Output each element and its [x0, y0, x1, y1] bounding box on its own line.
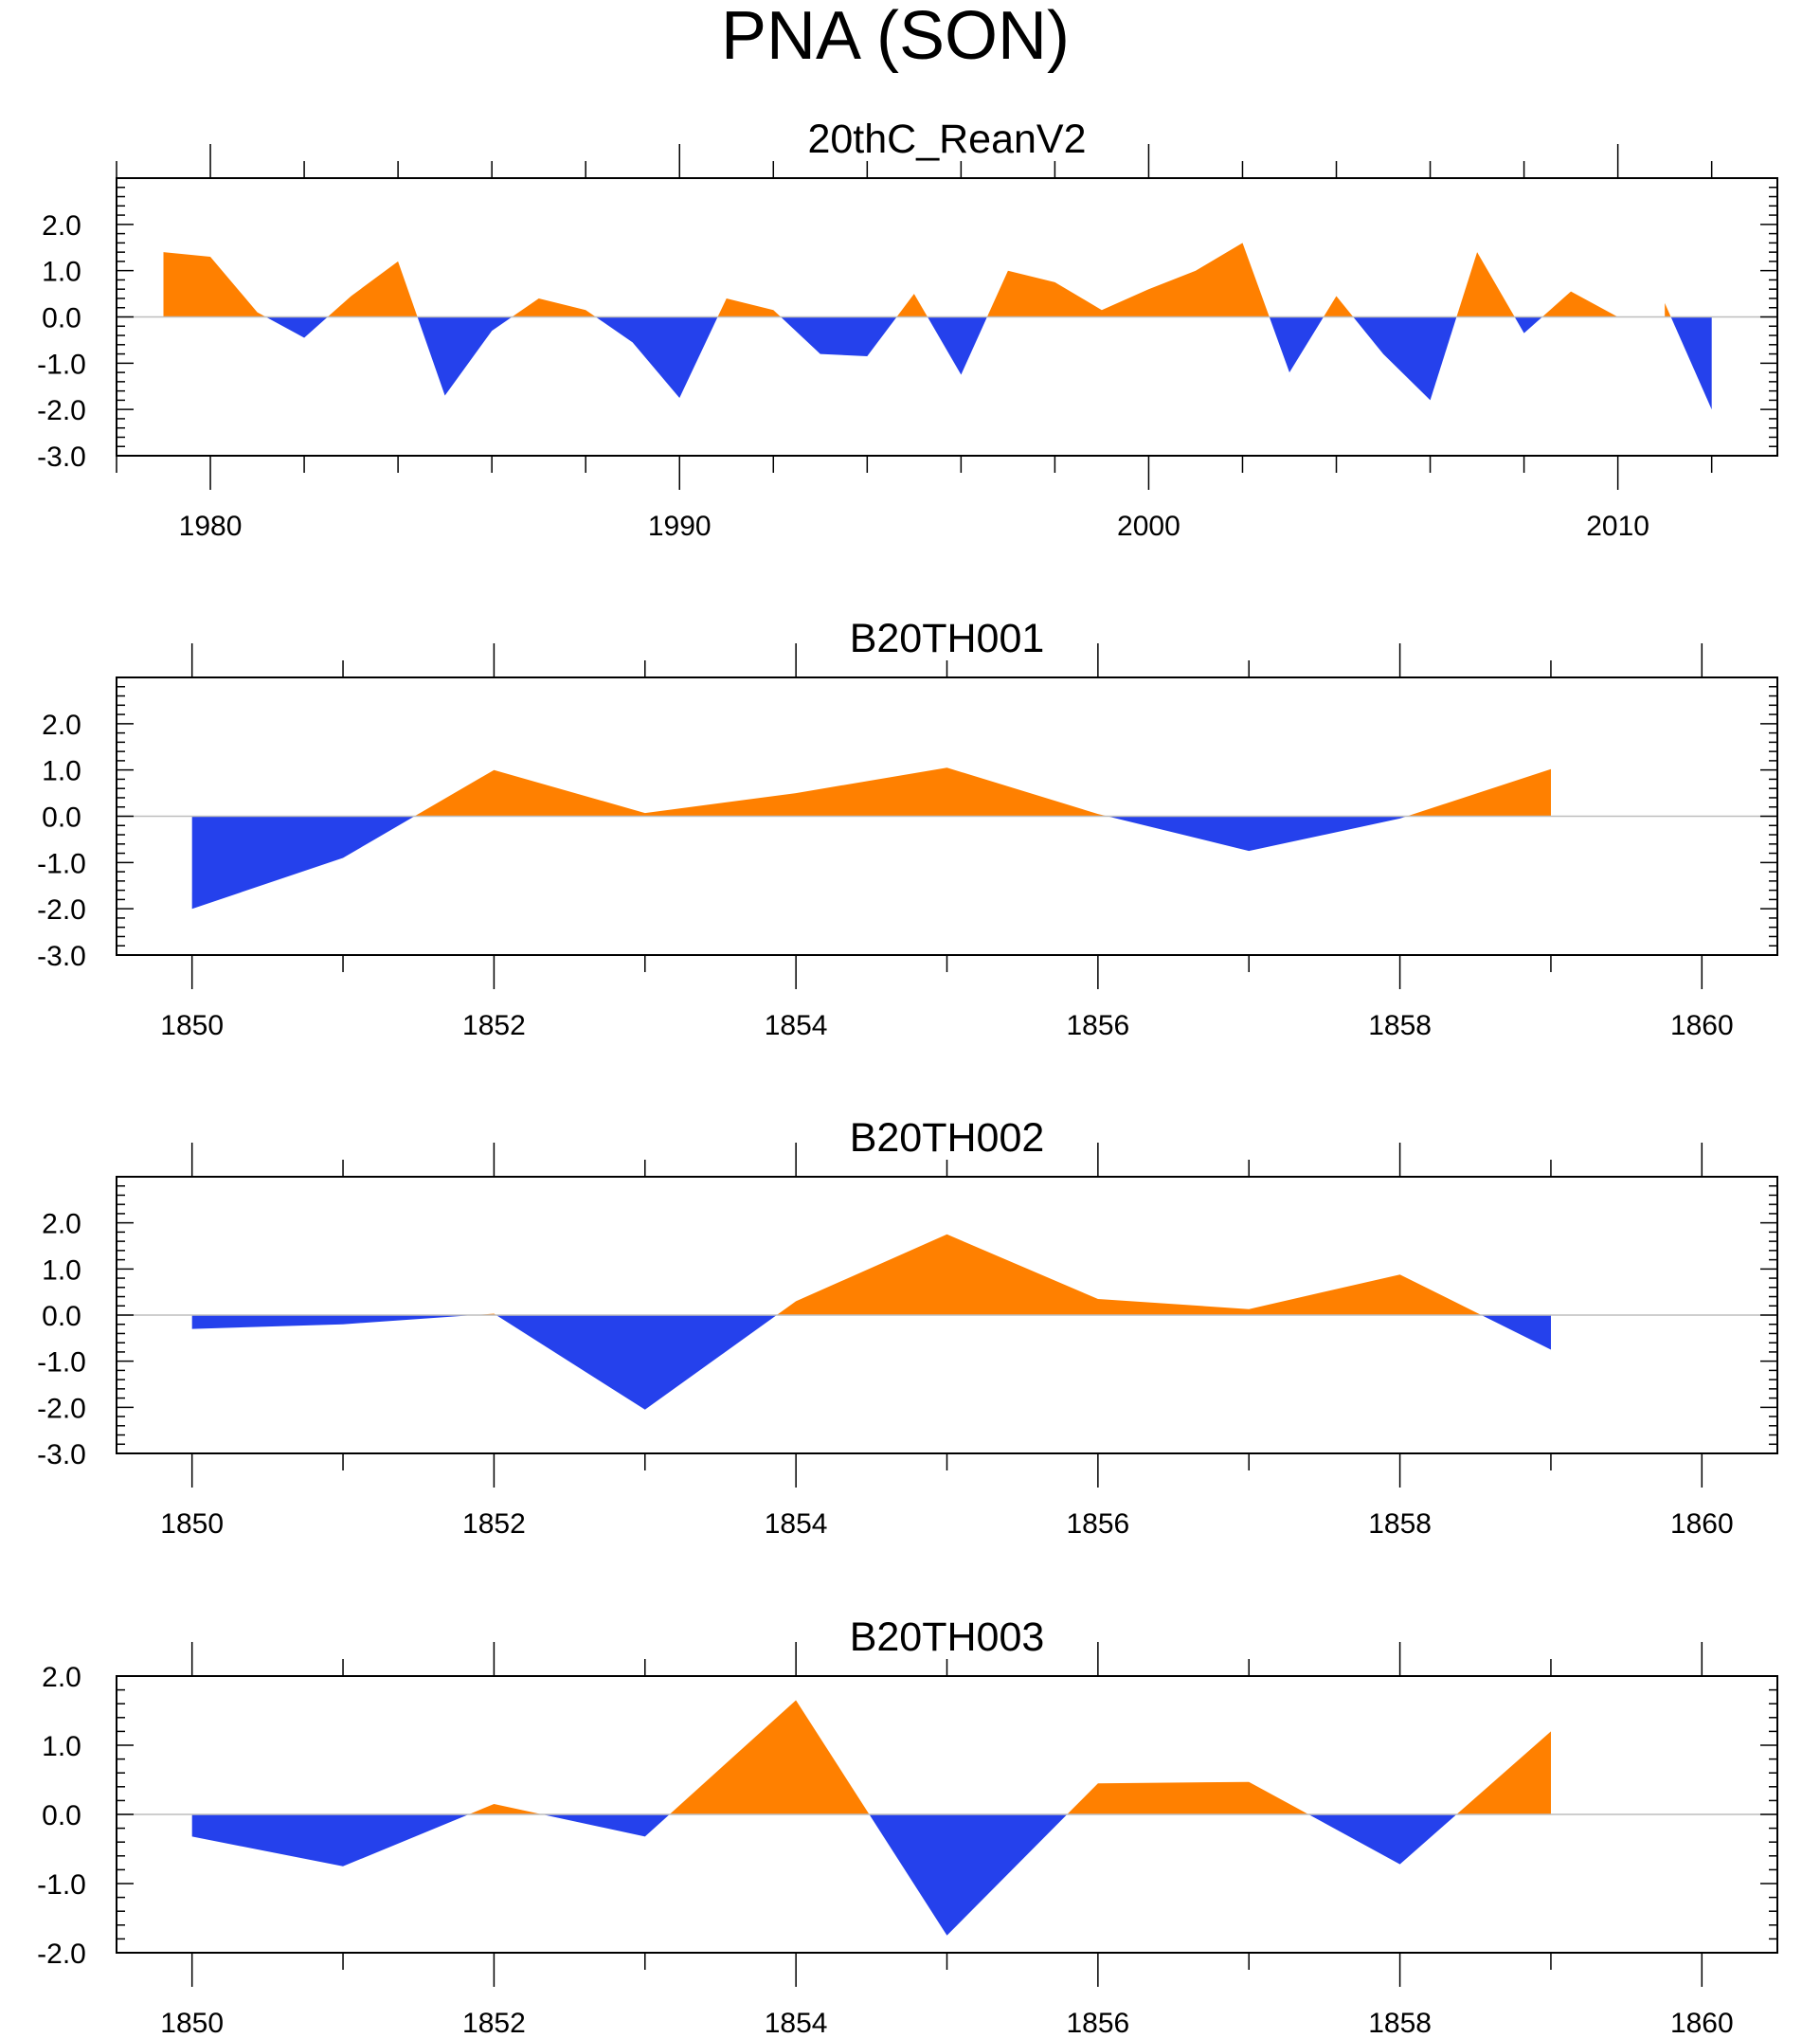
- negative-area: [191, 816, 415, 910]
- x-tick-label: 1856: [1066, 1508, 1129, 1540]
- panel-title: B20TH002: [850, 1115, 1045, 1161]
- negative-area: [595, 316, 718, 398]
- positive-area: [896, 294, 928, 317]
- y-tick-label: 2.0: [42, 710, 81, 741]
- x-tick-label: 1856: [1066, 2008, 1129, 2038]
- negative-area: [1107, 816, 1407, 852]
- y-tick-label: 0.0: [42, 803, 81, 834]
- y-tick-label: -1.0: [37, 848, 86, 879]
- y-tick-label: -3.0: [37, 941, 86, 972]
- x-tick-label: 1852: [462, 1010, 526, 1041]
- y-tick-label: -3.0: [37, 442, 86, 473]
- panel-3: B20TH002 2.0 1.0 0.0 -1.0 -2.0 -3.0 1850 1852 185…: [37, 1115, 1778, 1540]
- x-tick-label: 1850: [160, 1508, 224, 1540]
- positive-area: [1456, 252, 1515, 317]
- y-tick-label: -1.0: [37, 1347, 86, 1379]
- y-tick-label: 1.0: [42, 1254, 81, 1286]
- negative-area: [496, 1315, 777, 1410]
- y-tick-label: 2.0: [42, 210, 81, 242]
- negative-area: [1514, 316, 1542, 334]
- negative-area: [1670, 316, 1712, 410]
- y-tick-label: -3.0: [37, 1439, 86, 1470]
- panels: 20thC_ReanV2 2.0 1.0 0.0 -1.0 -2.0 -3.0 1980 199…: [37, 117, 1778, 2038]
- positive-area: [1324, 296, 1354, 317]
- x-tick-label: 1854: [765, 1508, 828, 1540]
- positive-area: [776, 1234, 1482, 1315]
- x-tick-label: 1850: [160, 1010, 224, 1041]
- y-tick-label: -1.0: [37, 349, 86, 380]
- y-tick-label: 0.0: [42, 1301, 81, 1332]
- x-tick-label: 1854: [765, 2008, 828, 2038]
- negative-area: [191, 1315, 475, 1329]
- negative-area: [1481, 1315, 1551, 1350]
- negative-area: [542, 1814, 670, 1837]
- y-tick-label: 2.0: [42, 1662, 81, 1693]
- negative-area: [928, 316, 987, 375]
- x-tick-label: 2000: [1117, 511, 1180, 542]
- x-tick-label: 1856: [1066, 1010, 1129, 1041]
- y-tick-label: -2.0: [37, 894, 86, 926]
- negative-area: [417, 316, 513, 396]
- x-tick-label: 2010: [1586, 511, 1649, 542]
- positive-area: [669, 1700, 870, 1814]
- negative-area: [781, 316, 897, 356]
- y-tick-label: -2.0: [37, 395, 86, 426]
- x-tick-label: 1860: [1670, 1508, 1734, 1540]
- y-tick-label: 0.0: [42, 1800, 81, 1831]
- x-tick-label: 1980: [179, 511, 243, 542]
- negative-area: [1308, 1814, 1457, 1865]
- negative-area: [869, 1814, 1068, 1936]
- y-tick-label: 1.0: [42, 1731, 81, 1762]
- positive-area: [1407, 768, 1551, 817]
- x-tick-label: 1860: [1670, 2008, 1734, 2038]
- positive-area: [1541, 291, 1618, 317]
- x-tick-label: 1858: [1368, 2008, 1432, 2038]
- positive-area: [414, 767, 1108, 817]
- y-tick-label: 2.0: [42, 1209, 81, 1240]
- panel-2: B20TH001 2.0 1.0 0.0 -1.0 -2.0 -3.0 1850 1852 185…: [37, 616, 1778, 1041]
- positive-area: [1456, 1731, 1551, 1814]
- x-tick-label: 1990: [648, 511, 712, 542]
- y-tick-label: -2.0: [37, 1393, 86, 1424]
- negative-area: [1353, 316, 1457, 401]
- x-tick-label: 1860: [1670, 1010, 1734, 1041]
- x-tick-label: 1850: [160, 2008, 224, 2038]
- panel-1: 20thC_ReanV2 2.0 1.0 0.0 -1.0 -2.0 -3.0 1980 199…: [37, 117, 1778, 542]
- positive-area: [717, 298, 782, 317]
- y-tick-label: 1.0: [42, 756, 81, 787]
- figure-title: PNA (SON): [721, 0, 1070, 74]
- panel-title: B20TH001: [850, 616, 1045, 661]
- positive-area: [512, 298, 596, 317]
- negative-area: [265, 316, 328, 338]
- positive-area: [468, 1804, 543, 1814]
- x-tick-label: 1852: [462, 1508, 526, 1540]
- positive-area: [327, 261, 418, 317]
- x-tick-label: 1858: [1368, 1508, 1432, 1540]
- panel-title: B20TH003: [850, 1614, 1045, 1660]
- positive-area: [1665, 302, 1671, 317]
- negative-area: [191, 1814, 469, 1867]
- positive-area: [163, 252, 266, 317]
- x-tick-label: 1858: [1368, 1010, 1432, 1041]
- x-tick-label: 1852: [462, 2008, 526, 2038]
- panel-4: B20TH003 2.0 1.0 0.0 -1.0 -2.0 1850 1852 1854 185…: [37, 1614, 1778, 2038]
- positive-area: [1067, 1781, 1309, 1814]
- x-tick-label: 1854: [765, 1010, 828, 1041]
- y-tick-label: -1.0: [37, 1869, 86, 1901]
- y-tick-label: -2.0: [37, 1939, 86, 1970]
- y-tick-label: 0.0: [42, 303, 81, 334]
- y-tick-label: 1.0: [42, 257, 81, 288]
- positive-area: [986, 243, 1270, 317]
- negative-area: [1269, 316, 1324, 373]
- panel-title: 20thC_ReanV2: [807, 117, 1086, 162]
